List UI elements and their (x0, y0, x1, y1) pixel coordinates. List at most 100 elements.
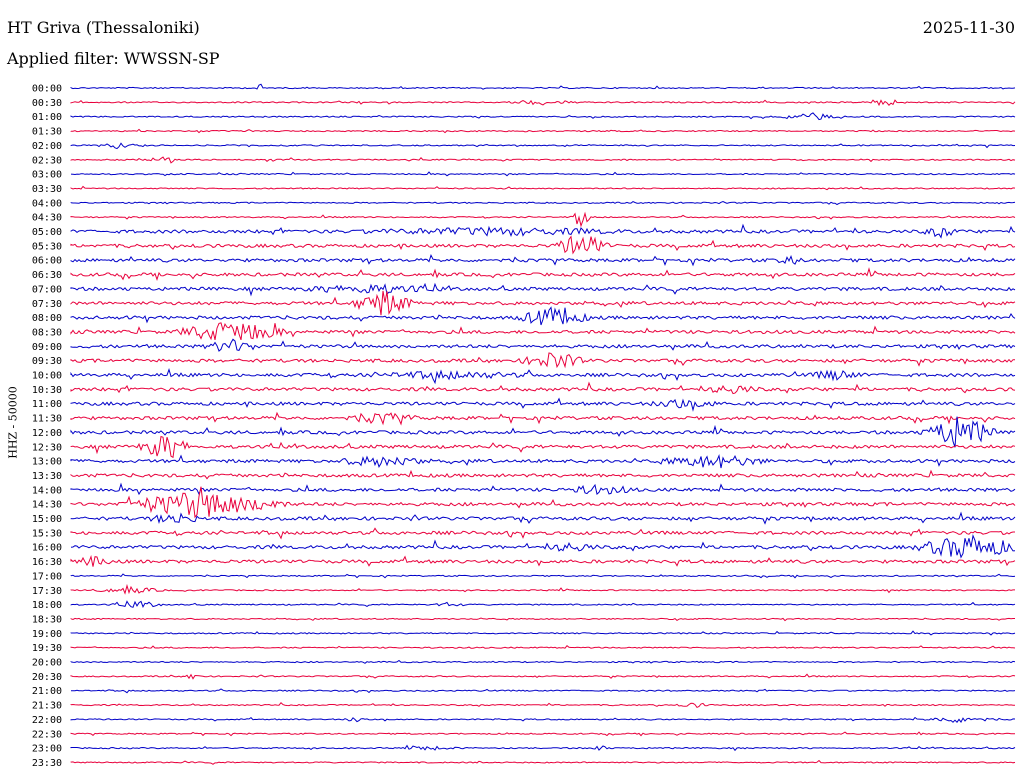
time-tick-label: 19:30 (32, 643, 62, 654)
trace-line-0400 (70, 200, 1016, 206)
trace-line-0830 (70, 322, 1016, 341)
trace-line-1200 (70, 416, 1016, 448)
trace-line-1930 (70, 644, 1016, 649)
time-tick-label: 07:00 (32, 284, 62, 295)
trace-line-1400 (70, 482, 1016, 496)
time-tick-label: 23:00 (32, 744, 62, 755)
trace-line-0030 (70, 99, 1016, 107)
trace-line-1100 (70, 397, 1016, 412)
time-tick-label: 21:00 (32, 686, 62, 697)
trace-line-2030 (70, 673, 1016, 680)
trace-line-1530 (70, 527, 1015, 540)
trace-line-2200 (70, 716, 1016, 724)
trace-line-0530 (70, 235, 1016, 255)
trace-line-1700 (70, 573, 1016, 579)
trace-line-0000 (70, 83, 1016, 90)
time-tick-label: 05:30 (32, 241, 62, 252)
time-tick-label: 03:30 (32, 184, 62, 195)
filter-label: Applied filter: WWSSN-SP (7, 49, 220, 68)
trace-line-0230 (70, 156, 1016, 164)
time-tick-label: 09:00 (32, 342, 62, 353)
time-tick-label: 06:30 (32, 270, 62, 281)
trace-line-1430 (70, 486, 1016, 519)
time-tick-label: 01:00 (32, 112, 62, 123)
trace-line-0630 (70, 267, 1016, 282)
trace-line-1300 (70, 453, 1016, 469)
time-tick-label: 16:30 (32, 557, 62, 568)
trace-line-0100 (70, 112, 1016, 121)
trace-line-0900 (70, 338, 1016, 352)
time-tick-label: 11:30 (32, 414, 62, 425)
time-tick-label: 18:00 (32, 600, 62, 611)
time-tick-label: 14:30 (32, 500, 62, 511)
trace-line-0730 (70, 290, 1016, 316)
time-tick-label: 15:00 (32, 514, 62, 525)
trace-line-0930 (70, 352, 1015, 369)
trace-line-2300 (70, 744, 1016, 752)
trace-line-2000 (70, 659, 1016, 664)
time-tick-label: 05:00 (32, 227, 62, 238)
time-tick-label: 04:30 (32, 213, 62, 224)
trace-line-1030 (70, 381, 1016, 395)
date-label: 2025-11-30 (922, 18, 1015, 37)
time-tick-label: 02:30 (32, 155, 62, 166)
time-tick-label: 16:00 (32, 543, 62, 554)
trace-line-2100 (70, 688, 1016, 694)
station-title: HT Griva (Thessaloniki) (7, 18, 200, 37)
time-tick-label: 23:30 (32, 758, 62, 769)
time-tick-label: 00:00 (32, 84, 62, 95)
trace-group (70, 83, 1016, 765)
time-tick-label: 03:00 (32, 170, 62, 181)
time-tick-label: 11:00 (32, 399, 62, 410)
time-tick-label: 09:30 (32, 356, 62, 367)
trace-line-0430 (70, 211, 1016, 228)
trace-line-0500 (70, 223, 1016, 239)
trace-line-1900 (70, 630, 1016, 636)
time-tick-label: 14:00 (32, 485, 62, 496)
trace-line-1330 (70, 469, 1016, 480)
time-tick-label: 10:00 (32, 371, 62, 382)
time-tick-label: 00:30 (32, 98, 62, 109)
time-tick-label: 20:00 (32, 658, 62, 669)
trace-line-1830 (70, 617, 1015, 622)
time-tick-label: 12:30 (32, 442, 62, 453)
time-tick-label: 13:00 (32, 457, 62, 468)
time-tick-label: 19:00 (32, 629, 62, 640)
time-tick-label: 12:00 (32, 428, 62, 439)
trace-line-1630 (70, 554, 1016, 567)
trace-line-0130 (70, 128, 1016, 134)
time-tick-label: 01:30 (32, 127, 62, 138)
trace-line-1730 (70, 583, 1015, 595)
trace-line-0200 (70, 142, 1016, 150)
trace-line-1800 (70, 600, 1016, 608)
trace-line-0330 (70, 185, 1016, 191)
time-tick-label: 02:00 (32, 141, 62, 152)
time-tick-label: 21:30 (32, 701, 62, 712)
time-tick-label: 22:00 (32, 715, 62, 726)
time-tick-label: 17:00 (32, 571, 62, 582)
trace-line-0300 (70, 171, 1016, 177)
time-tick-label: 08:00 (32, 313, 62, 324)
time-tick-label: 10:30 (32, 385, 62, 396)
time-tick-label: 20:30 (32, 672, 62, 683)
trace-line-0600 (70, 253, 1016, 267)
time-tick-label: 07:30 (32, 299, 62, 310)
trace-line-1230 (70, 435, 1016, 459)
trace-line-0700 (70, 282, 1016, 297)
trace-line-2130 (70, 701, 1016, 709)
trace-line-2230 (70, 731, 1016, 737)
trace-line-1600 (70, 533, 1016, 559)
time-tick-label: 04:00 (32, 198, 62, 209)
trace-line-0800 (70, 306, 1016, 326)
time-tick-label: 18:30 (32, 614, 62, 625)
trace-line-1000 (70, 367, 1016, 385)
tick-label-group: 00:00 00:30 01:00 01:30 02:00 02:30 03:00 03:30… (32, 84, 62, 769)
time-tick-label: 22:30 (32, 729, 62, 740)
time-tick-label: 17:30 (32, 586, 62, 597)
trace-line-1500 (70, 511, 1016, 525)
trace-line-2330 (70, 759, 1016, 765)
trace-line-1130 (70, 411, 1016, 426)
time-tick-label: 06:00 (32, 256, 62, 267)
time-tick-label: 15:30 (32, 528, 62, 539)
